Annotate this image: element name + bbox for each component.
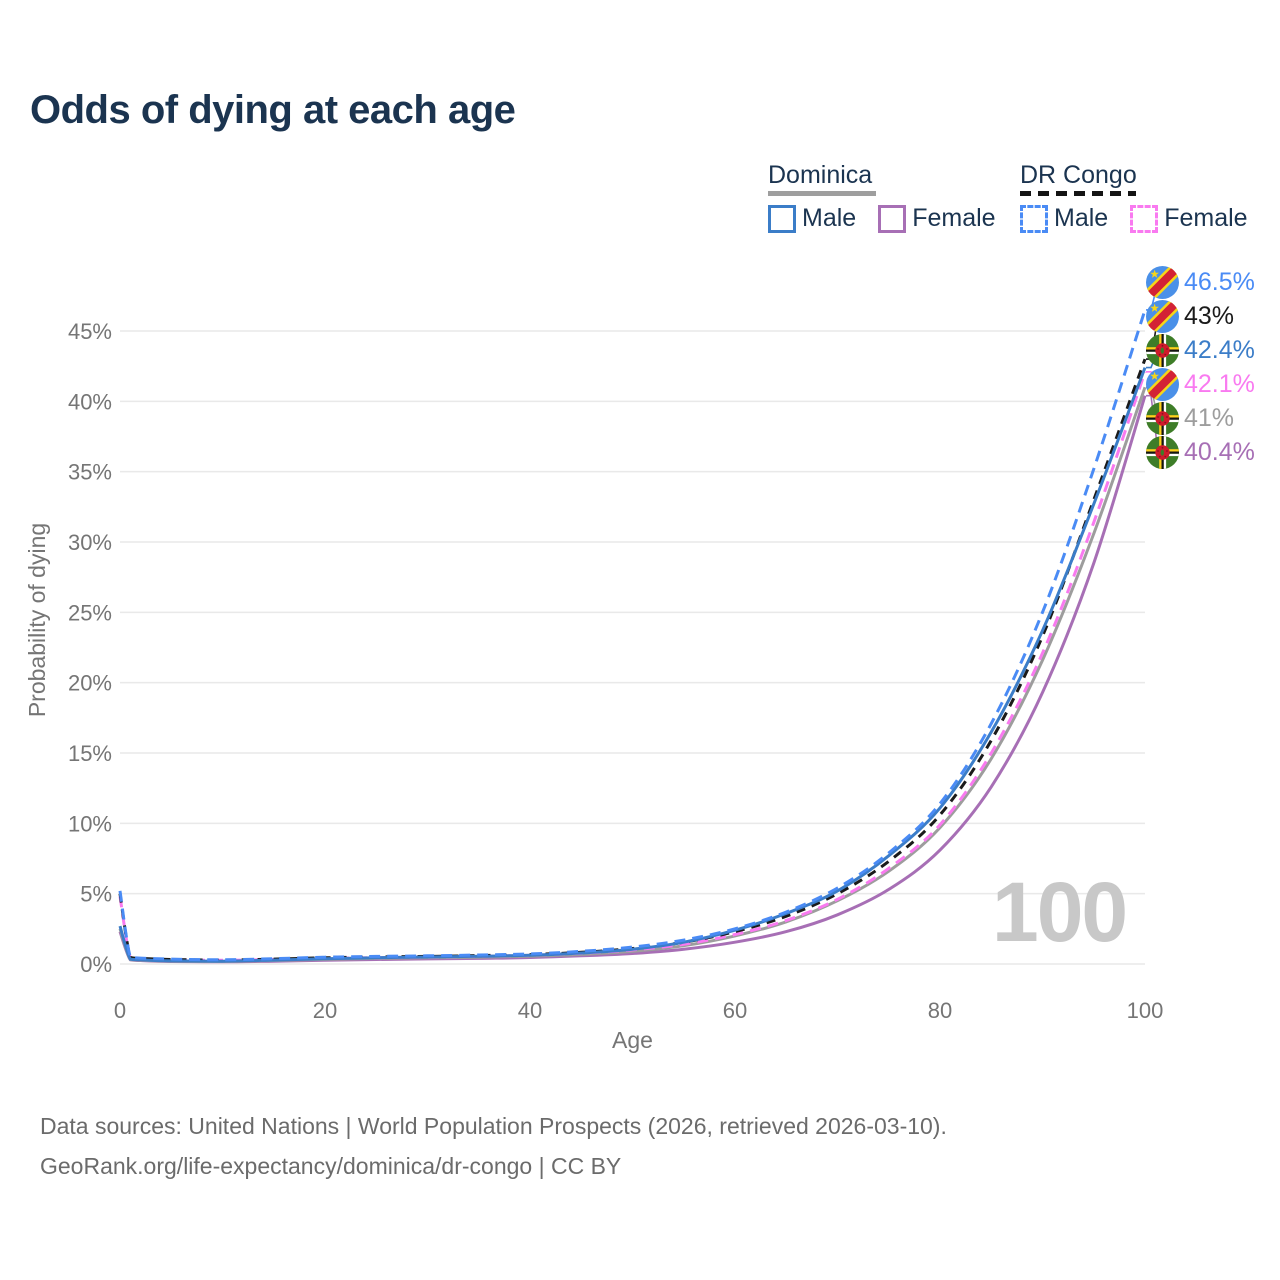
x-tick-0: 0 bbox=[114, 998, 126, 1023]
flag-dr-congo-icon bbox=[1146, 299, 1179, 333]
end-label-dom-both[interactable]: 41% bbox=[1146, 401, 1234, 435]
x-tick-60: 60 bbox=[723, 998, 747, 1023]
legend-swatch-dr-congo-female[interactable] bbox=[1130, 204, 1159, 233]
legend-label-dr-congo-male[interactable]: Male bbox=[1054, 204, 1109, 232]
watermark-age-100: 100 bbox=[992, 865, 1128, 959]
y-tick-0: 0% bbox=[80, 952, 112, 977]
series-line-dom-male[interactable] bbox=[118, 367, 1147, 963]
legend-swatch-dominica-female[interactable] bbox=[878, 204, 907, 233]
legend-swatch-dr-congo-male[interactable] bbox=[1020, 204, 1048, 233]
end-label-value: 46.5% bbox=[1184, 267, 1255, 296]
x-tick-40: 40 bbox=[518, 998, 542, 1023]
y-tick-35: 35% bbox=[68, 460, 112, 485]
y-tick-10: 10% bbox=[68, 811, 112, 836]
x-axis-title: Age bbox=[612, 1027, 653, 1053]
legend-group-dominica: Dominica Male Female bbox=[768, 162, 996, 233]
legend-underline-dr-congo-both-sexes bbox=[1020, 191, 1136, 196]
flag-dr-congo-icon bbox=[1146, 367, 1179, 401]
series-line-drc-male[interactable] bbox=[118, 309, 1147, 962]
page-title: Odds of dying at each age bbox=[30, 88, 516, 132]
legend-label-dominica-male[interactable]: Male bbox=[802, 204, 857, 232]
y-tick-20: 20% bbox=[68, 671, 112, 696]
end-label-dom-female[interactable]: 40.4% bbox=[1146, 435, 1255, 469]
footer: Data sources: United Nations | World Pop… bbox=[40, 1106, 947, 1186]
x-tick-80: 80 bbox=[928, 998, 952, 1023]
footer-attribution-link: GeoRank.org/life-expectancy/dominica/dr-… bbox=[40, 1153, 622, 1179]
end-label-drc-male[interactable]: 46.5% bbox=[1146, 265, 1255, 299]
x-tick-20: 20 bbox=[313, 998, 337, 1023]
y-tick-15: 15% bbox=[68, 741, 112, 766]
end-label-drc-both[interactable]: 43% bbox=[1146, 299, 1234, 333]
footer-data-sources: Data sources: United Nations | World Pop… bbox=[40, 1113, 947, 1139]
y-tick-30: 30% bbox=[68, 530, 112, 555]
flag-dr-congo-icon bbox=[1146, 265, 1179, 299]
flag-dominica-icon bbox=[1146, 401, 1179, 435]
y-tick-40: 40% bbox=[68, 389, 112, 414]
end-label-drc-female[interactable]: 42.1% bbox=[1146, 367, 1255, 401]
legend-title-dominica[interactable]: Dominica bbox=[768, 161, 873, 189]
end-label-value: 41% bbox=[1184, 403, 1235, 432]
flag-dominica-icon bbox=[1146, 333, 1179, 367]
flag-dominica-icon bbox=[1146, 435, 1179, 469]
legend-group-dr-congo: DR Congo Male Female bbox=[1020, 162, 1248, 233]
legend-label-dr-congo-female[interactable]: Female bbox=[1164, 204, 1248, 232]
end-label-value: 43% bbox=[1184, 301, 1235, 330]
y-tick-5: 5% bbox=[80, 882, 112, 907]
end-label-value: 42.4% bbox=[1184, 335, 1255, 364]
legend-title-dr-congo[interactable]: DR Congo bbox=[1020, 161, 1137, 189]
legend-label-dominica-female[interactable]: Female bbox=[912, 204, 996, 232]
x-tick-100: 100 bbox=[1127, 998, 1164, 1023]
legend-underline-dominica-both-sexes bbox=[768, 191, 876, 196]
end-label-value: 40.4% bbox=[1184, 437, 1255, 466]
end-label-value: 42.1% bbox=[1184, 369, 1255, 398]
y-axis-title: Probability of dying bbox=[24, 523, 50, 717]
series-line-drc-both[interactable] bbox=[118, 358, 1147, 962]
y-tick-45: 45% bbox=[68, 319, 112, 344]
y-tick-25: 25% bbox=[68, 600, 112, 625]
end-label-dom-male[interactable]: 42.4% bbox=[1146, 333, 1255, 367]
legend-swatch-dominica-male[interactable] bbox=[768, 204, 796, 233]
